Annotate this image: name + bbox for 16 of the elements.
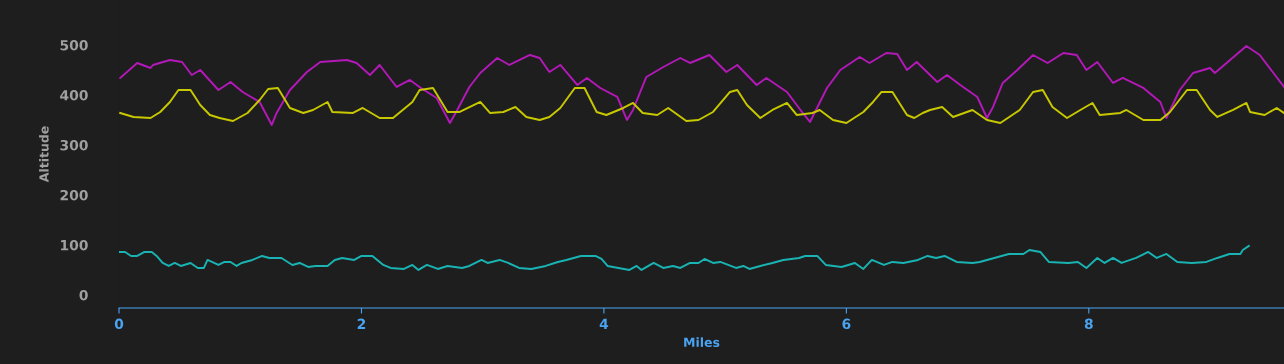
y-tick-label: 400 [60,89,88,101]
x-tick-label: 6 [842,318,851,330]
y-tick-label: 500 [60,39,88,51]
y-tick-label: 0 [79,289,88,301]
line-series [119,45,1284,126]
x-tick-label: 0 [114,318,124,330]
y-tick-label: 300 [60,139,88,151]
line-series [119,87,1284,124]
x-tick-label: 2 [357,318,366,329]
y-tick-label: 100 [61,239,88,251]
x-tick-label: 4 [599,318,609,329]
y-tick-label: 200 [60,189,88,201]
x-tick-label: 8 [1084,318,1093,330]
line-series [119,244,1250,271]
x-axis-title: Miles [684,337,720,348]
y-axis-title: Altitude [39,126,49,183]
